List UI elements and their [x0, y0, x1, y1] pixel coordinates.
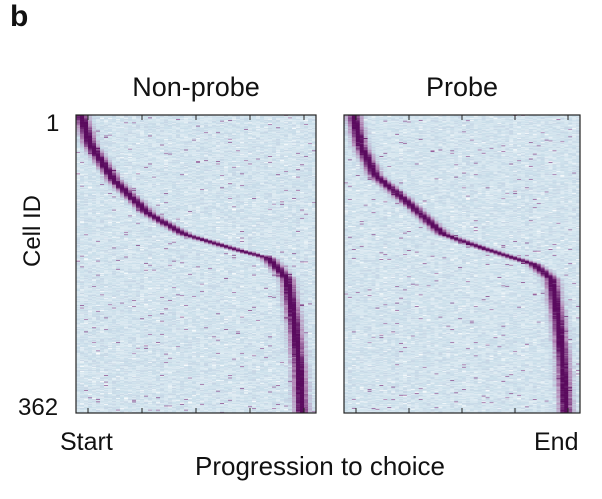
heatmap-panel-non-probe	[76, 115, 316, 413]
